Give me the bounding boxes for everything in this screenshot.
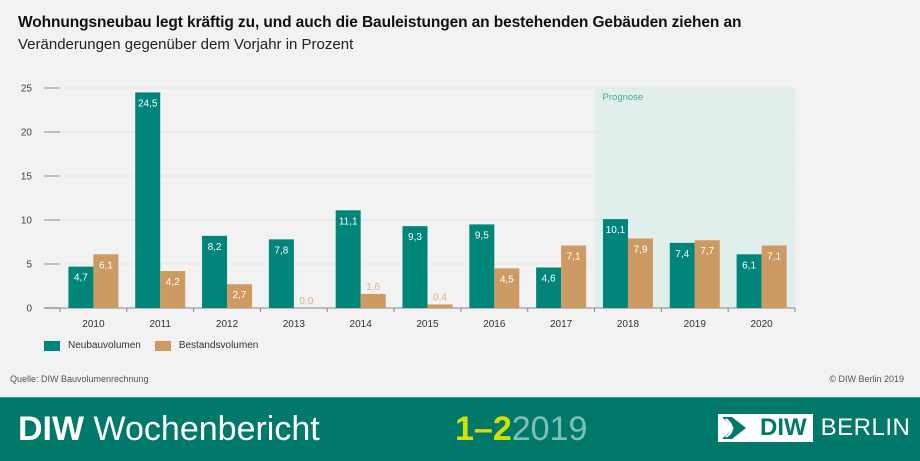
publication-brand: DIW Wochenbericht xyxy=(18,410,320,449)
brand-text: Wochenbericht xyxy=(93,410,320,448)
bar-bestandsvolumen xyxy=(93,254,119,308)
data-label: 4,5 xyxy=(500,274,514,285)
data-label: 7,1 xyxy=(767,252,781,263)
brand-bold: DIW xyxy=(18,410,85,448)
y-tick-label: 15 xyxy=(21,172,33,183)
data-label: 4,2 xyxy=(166,277,180,288)
logo-text: DIW xyxy=(760,414,807,441)
data-label: 6,1 xyxy=(742,260,756,271)
x-tick-label: 2017 xyxy=(550,319,573,330)
data-label: 1,6 xyxy=(366,282,380,293)
bar-bestandsvolumen xyxy=(427,304,453,308)
x-tick-label: 2015 xyxy=(416,319,439,330)
legend: Neubauvolumen Bestandsvolumen xyxy=(24,340,272,351)
bar-neubauvolumen xyxy=(536,267,562,308)
bar-chart: Prognose 0 5 10 15 20 25 4,7 6,1 2010 24,5 4,2 2011 8… xyxy=(21,84,796,330)
data-label: 0,0 xyxy=(299,296,313,307)
data-label: 7,4 xyxy=(675,249,689,260)
bar-neubauvolumen xyxy=(602,219,628,308)
source-note: Quelle: DIW Bauvolumenrechnung xyxy=(10,374,149,384)
legend-swatch-neubau xyxy=(44,340,60,351)
data-label: 11,1 xyxy=(339,216,358,227)
logo-mark-icon xyxy=(722,415,756,441)
bar-neubauvolumen xyxy=(135,92,161,309)
issue-label: 1–22019 xyxy=(455,410,587,449)
footer-banner: DIW Wochenbericht 1–22019 DIW BERLIN xyxy=(0,397,920,461)
y-tick-label: 5 xyxy=(26,260,32,271)
bar-neubauvolumen xyxy=(469,224,495,308)
data-label: 4,7 xyxy=(74,273,88,284)
data-label: 9,5 xyxy=(475,230,489,241)
y-tick-label: 10 xyxy=(21,216,33,227)
chart-title: Wohnungsneubau legt kräftig zu, und auch… xyxy=(18,14,742,31)
data-label: 9,3 xyxy=(408,232,422,243)
bar-neubauvolumen xyxy=(268,239,294,308)
data-label: 7,8 xyxy=(274,245,288,256)
bar-bestandsvolumen xyxy=(227,284,253,308)
bar-neubauvolumen xyxy=(402,226,428,308)
x-tick-label: 2012 xyxy=(216,319,239,330)
issue-number: 1–2 xyxy=(455,410,512,448)
bar-neubauvolumen xyxy=(335,210,361,308)
data-label: 24,5 xyxy=(138,98,158,109)
x-tick-label: 2013 xyxy=(283,319,306,330)
logo-box: DIW xyxy=(718,414,813,442)
bar-bestandsvolumen xyxy=(494,268,520,308)
data-label: 7,9 xyxy=(634,244,648,255)
data-label: 10,1 xyxy=(606,225,626,236)
legend-swatch-bestand xyxy=(154,340,171,351)
x-tick-label: 2010 xyxy=(82,319,105,330)
copyright-note: © DIW Berlin 2019 xyxy=(829,374,904,384)
bar-bestandsvolumen xyxy=(360,293,386,308)
x-tick-label: 2018 xyxy=(617,319,640,330)
diw-berlin-logo: DIW BERLIN xyxy=(718,414,910,442)
bar-bestandsvolumen xyxy=(694,240,720,308)
bar-bestandsvolumen xyxy=(761,245,787,308)
forecast-label: Prognose xyxy=(603,92,644,103)
x-tick-label: 2019 xyxy=(684,319,707,330)
bar-bestandsvolumen xyxy=(160,271,186,308)
logo-city: BERLIN xyxy=(820,414,911,441)
issue-year: 2019 xyxy=(511,410,588,448)
bar-neubauvolumen xyxy=(669,242,695,308)
bar-bestandsvolumen xyxy=(561,245,587,308)
chart-subtitle: Veränderungen gegenüber dem Vorjahr in P… xyxy=(18,36,354,53)
data-label: 8,2 xyxy=(208,242,222,253)
x-tick-label: 2016 xyxy=(483,319,506,330)
bar-neubauvolumen xyxy=(202,235,228,308)
bar-neubauvolumen xyxy=(68,266,94,308)
x-tick-label: 2014 xyxy=(350,319,373,330)
y-tick-label: 0 xyxy=(26,304,32,315)
data-label: 6,1 xyxy=(99,260,113,271)
y-tick-label: 25 xyxy=(21,84,33,95)
legend-label-bestand: Bestandsvolumen xyxy=(178,340,259,351)
x-tick-label: 2020 xyxy=(750,319,773,330)
bar-bestandsvolumen xyxy=(627,238,653,308)
data-label: 7,1 xyxy=(567,252,581,263)
bar-neubauvolumen xyxy=(736,254,762,308)
legend-label-neubau: Neubauvolumen xyxy=(68,340,141,351)
y-tick-label: 20 xyxy=(21,128,33,139)
data-label: 4,6 xyxy=(542,274,556,285)
data-label: 0,4 xyxy=(433,292,447,303)
x-tick-label: 2011 xyxy=(149,319,171,330)
data-label: 2,7 xyxy=(233,290,247,301)
data-label: 7,7 xyxy=(700,246,714,257)
